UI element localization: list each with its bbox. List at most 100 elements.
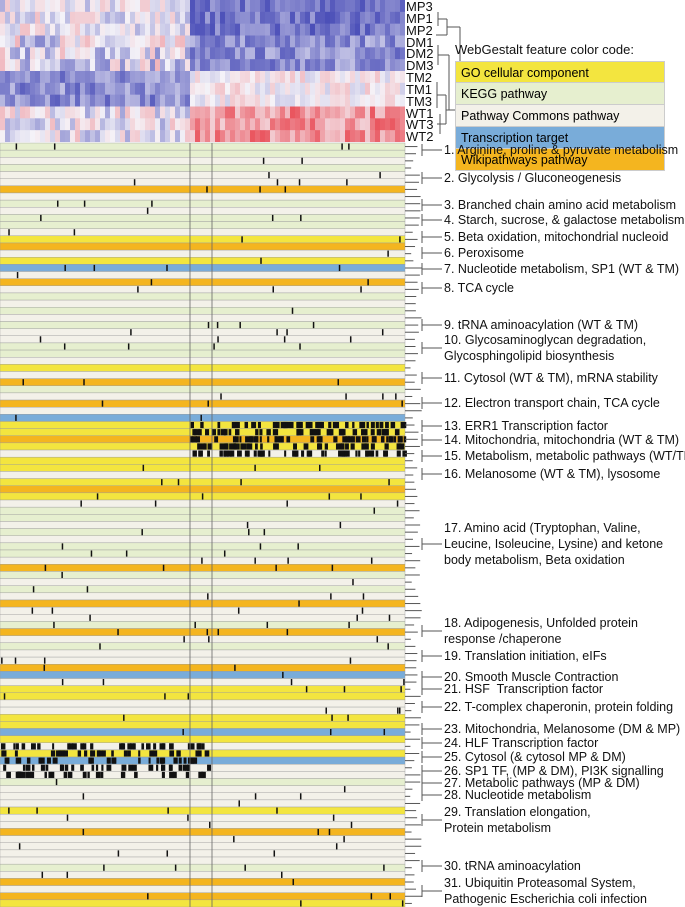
heatmap-cell [110, 82, 116, 96]
feature-mark [196, 743, 201, 750]
heatmap-cell [55, 71, 61, 84]
feature-row [0, 521, 406, 529]
heatmap-cell [165, 94, 171, 107]
feature-mark [150, 279, 153, 286]
heatmap-cell [160, 47, 166, 60]
heatmap-cell [400, 118, 405, 131]
heatmap-cell [130, 118, 136, 131]
heatmap-cell [140, 71, 146, 84]
heatmap-cell [180, 47, 186, 60]
feature-mark [283, 421, 288, 429]
feature-mark [280, 871, 283, 878]
sample-label: DM1 [406, 34, 434, 50]
cluster-label: 23. Mitochondria, Melanosome (DM & MP) [444, 722, 681, 736]
heatmap-cell [270, 118, 276, 131]
heatmap-cell [45, 130, 51, 142]
heatmap-cell [325, 118, 331, 131]
heatmap-cell [35, 47, 41, 60]
feature-mark [206, 186, 208, 193]
feature-mark [6, 771, 11, 778]
feature-mark [274, 436, 278, 443]
heatmap-cell [330, 130, 336, 142]
feature-mark [292, 878, 295, 886]
heatmap-cell [165, 0, 171, 13]
heatmap-cell [190, 106, 196, 119]
feature-mark [60, 764, 64, 771]
heatmap-cell [250, 59, 256, 72]
heatmap-cell [65, 130, 71, 142]
heatmap-cell [400, 82, 405, 96]
heatmap-cell [140, 118, 146, 131]
feature-mark [234, 664, 236, 671]
heatmap-cell [400, 35, 405, 48]
feature-mark [335, 443, 340, 450]
heatmap-cell [305, 118, 311, 131]
heatmap-cell [30, 106, 36, 119]
feature-mark [296, 421, 300, 429]
heatmap-cell [70, 118, 76, 131]
feature-row [0, 828, 406, 836]
heatmap-cell [220, 59, 226, 72]
feature-mark [1, 657, 3, 664]
feature-row [0, 706, 406, 715]
feature-mark [56, 200, 59, 207]
cluster-label: 31. Ubiquitin Proteasomal System, Pathog… [444, 876, 647, 906]
heatmap-cell [125, 118, 131, 131]
heatmap-cell [395, 11, 401, 25]
heatmap-cell [170, 118, 176, 131]
feature-mark [21, 743, 26, 750]
heatmap-cell [350, 118, 356, 131]
heatmap-cell [220, 106, 226, 119]
feature-mark [345, 421, 349, 429]
heatmap-cell [75, 118, 81, 131]
heatmap-cell [290, 11, 296, 25]
heatmap-cell [75, 23, 81, 36]
heatmap-cell [225, 23, 231, 36]
feature-mark [201, 771, 206, 778]
heatmap-cell [60, 35, 66, 48]
feature-mark [284, 450, 287, 457]
feature-row [0, 199, 406, 208]
feature-mark [401, 900, 404, 907]
heatmap-cell [245, 94, 251, 107]
heatmap-cell [310, 35, 316, 48]
heatmap-cell [170, 94, 176, 107]
heatmap-cell [255, 11, 261, 25]
feature-mark [50, 750, 56, 757]
heatmap-cell [190, 35, 196, 48]
feature-mark [161, 771, 165, 778]
heatmap-cell [320, 82, 326, 96]
heatmap-cell [30, 35, 36, 48]
feature-mark [160, 757, 166, 764]
feature-mark [331, 564, 334, 571]
feature-mark [55, 778, 58, 786]
heatmap-cell [15, 0, 21, 13]
feature-mark [352, 579, 354, 586]
heatmap-cell [160, 130, 166, 142]
heatmap-cell [335, 82, 341, 96]
heatmap-cell [0, 118, 6, 131]
feature-row [0, 656, 406, 665]
heatmap-cell [220, 71, 226, 84]
feature-mark [20, 771, 23, 778]
heatmap-cell [355, 130, 361, 142]
feature-mark [301, 157, 303, 164]
heatmap-cell [30, 130, 36, 142]
feature-row [0, 664, 406, 672]
feature-mark [346, 450, 350, 457]
feature-mark [223, 450, 229, 457]
heatmap-cell [105, 130, 111, 142]
heatmap-cell [190, 23, 196, 36]
feature-mark [15, 143, 18, 150]
feature-mark [284, 186, 287, 193]
feature-mark [282, 671, 284, 679]
heatmap-cell [215, 23, 221, 36]
feature-mark [45, 764, 49, 771]
feature-mark [296, 429, 299, 436]
feature-mark [219, 443, 225, 450]
feature-mark [328, 493, 331, 500]
feature-mark [154, 500, 157, 507]
heatmap-cell [95, 47, 101, 60]
feature-mark [120, 771, 124, 778]
heatmap-cell [220, 130, 226, 142]
